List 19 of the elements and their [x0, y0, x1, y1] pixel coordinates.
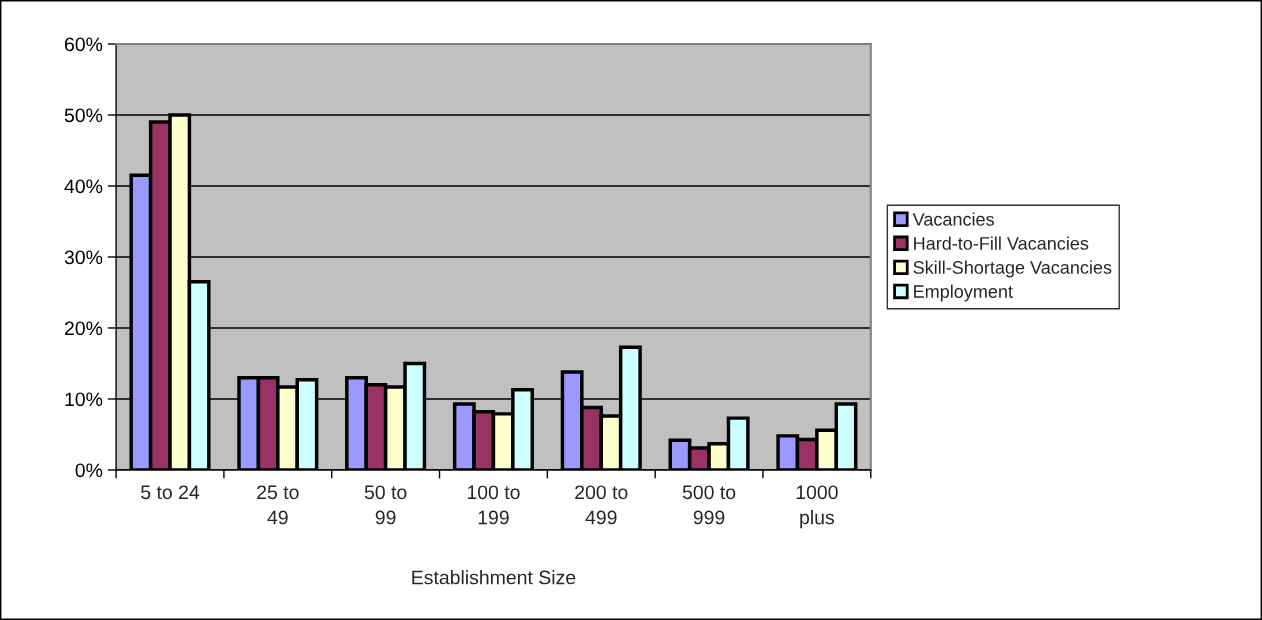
y-tick-label: 40% — [64, 179, 103, 194]
legend-label: Hard-to-Fill Vacancies — [914, 236, 1089, 250]
y-tick-label: 0% — [75, 463, 103, 478]
legend-label: Employment — [914, 284, 1013, 302]
x-tick-label: 5 to 24 — [141, 485, 200, 500]
legend-label: Skill-Shortage Vacancies — [913, 260, 1112, 278]
x-tick-label: 100 to 199 — [467, 485, 520, 525]
y-tick-label: 30% — [64, 250, 103, 265]
y-tick-label: 50% — [64, 108, 103, 123]
x-tick-label: 25 to 49 — [257, 485, 299, 525]
x-tick-label: 50 to 99 — [364, 485, 407, 525]
x-tick-label: 1000 plus — [796, 485, 838, 529]
y-tick-label: 20% — [64, 321, 103, 336]
y-tick-label: 10% — [65, 392, 103, 407]
x-axis-title: Establishment Size — [412, 570, 576, 585]
y-tick-label: 60% — [64, 37, 103, 52]
x-tick-label: 200 to 499 — [575, 485, 628, 525]
legend-label: Vacancies — [912, 212, 994, 226]
x-tick-label: 500 to 999 — [682, 485, 736, 525]
